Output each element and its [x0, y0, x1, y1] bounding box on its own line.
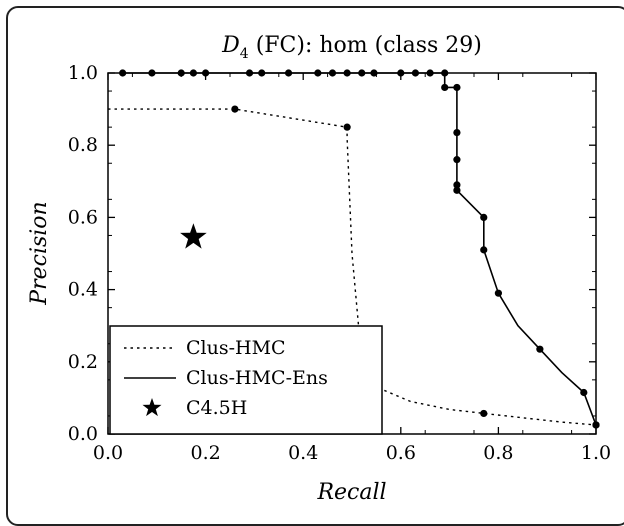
legend-box: [109, 325, 383, 435]
y-tick-label: 0.0: [68, 423, 98, 445]
clus-hmc-ens-point: [411, 69, 420, 77]
y-tick-label: 0.6: [68, 206, 98, 228]
clus-hmc-ens-point: [580, 388, 588, 397]
clus-hmc-ens-point: [494, 289, 502, 297]
clus-hmc-ens-line: [122, 72, 597, 426]
x-tick-label: 0.6: [386, 442, 416, 464]
c4-5h-star-point: [180, 223, 207, 249]
legend-swatch-c4-5h: [142, 398, 162, 417]
clus-hmc-ens-point: [370, 69, 378, 77]
clus-hmc-ens-point: [453, 156, 461, 164]
x-axis-label: Recall: [316, 480, 386, 505]
y-axis-label: Precision: [27, 201, 52, 305]
x-tick-label: 0.8: [483, 442, 513, 464]
plot-area: 0.0 0.2 0.4 0.6 0.8 1.0 0.0 0.2 0.4 0.6 0.8 1.0 Clus…: [68, 62, 611, 464]
clus-hmc-ens-point: [480, 213, 488, 221]
clus-hmc-ens-point: [245, 69, 254, 77]
clus-hmc-point: [343, 123, 351, 131]
clus-hmc-point: [231, 105, 239, 113]
x-tick-label: 1.0: [581, 442, 611, 464]
clus-hmc-ens-point: [258, 69, 266, 77]
clus-hmc-ens-point: [592, 421, 600, 429]
clus-hmc-ens-point: [536, 345, 544, 353]
title-main: D: [221, 33, 240, 58]
y-tick-label: 0.8: [68, 134, 98, 156]
legend-label-clus-hmc: Clus-HMC: [186, 337, 286, 359]
clus-hmc-ens-point: [189, 69, 197, 77]
clus-hmc-ens-point: [453, 83, 461, 92]
x-tick-label: 0.2: [190, 442, 220, 464]
chart-title: D4 (FC): hom (class 29): [221, 33, 482, 62]
clus-hmc-ens-point: [358, 69, 366, 77]
clus-hmc-ens-point: [453, 181, 461, 189]
title-rest: (FC): hom (class 29): [249, 33, 482, 58]
title-sub: 4: [240, 46, 249, 62]
clus-hmc-ens-point: [426, 69, 434, 77]
clus-hmc-point: [480, 409, 488, 418]
clus-hmc-ens-point: [284, 69, 293, 77]
clus-hmc-ens-point: [397, 69, 405, 77]
clus-hmc-ens-point: [453, 186, 461, 194]
clus-hmc-ens-point: [202, 69, 210, 77]
legend-label-clus-hmc-ens: Clus-HMC-Ens: [186, 367, 328, 389]
x-tick-label: 0.4: [288, 442, 318, 464]
clus-hmc-ens-point: [314, 69, 322, 77]
y-tick-label: 0.2: [68, 351, 98, 373]
clus-hmc-ens-point: [177, 69, 185, 77]
clus-hmc-ens-point: [328, 69, 337, 77]
clus-hmc-ens-point: [480, 246, 488, 254]
x-tick-label: 0.0: [93, 442, 123, 464]
clus-hmc-ens-point: [441, 69, 449, 77]
clus-hmc-ens-point: [343, 69, 351, 77]
y-tick-label: 1.0: [68, 62, 98, 84]
legend-label-c4-5h: C4.5H: [186, 397, 247, 419]
clus-hmc-ens-point: [119, 69, 127, 77]
clus-hmc-ens-point: [453, 128, 461, 137]
clus-hmc-ens-point: [148, 69, 156, 77]
clus-hmc-ens-point: [441, 83, 449, 92]
y-tick-label: 0.4: [68, 279, 98, 301]
pr-curve-chart: D4 (FC): hom (class 29) 0.0 0.2 0.4 0.6 0.8 1…: [27, 33, 611, 505]
